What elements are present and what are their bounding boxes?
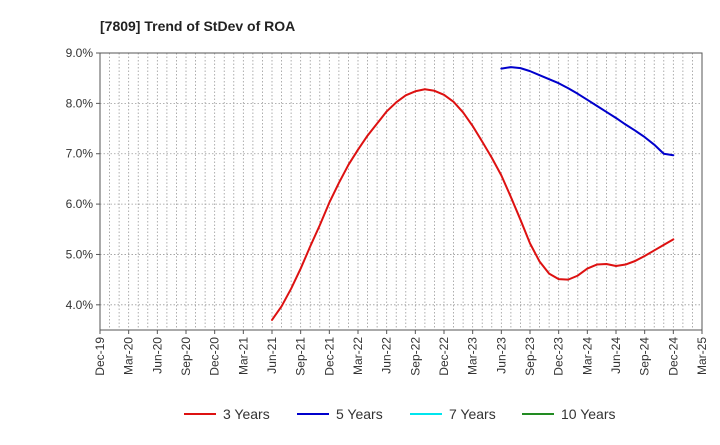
legend-label-7-years: 7 Years — [449, 406, 496, 422]
x-tick-label: Mar-24 — [580, 337, 594, 375]
x-tick-label: Dec-19 — [93, 337, 107, 376]
legend-label-3-years: 3 Years — [223, 406, 270, 422]
x-tick-label: Mar-23 — [466, 337, 480, 375]
legend-label-5-years: 5 Years — [336, 406, 383, 422]
x-tick-label: Jun-21 — [265, 337, 279, 374]
x-tick-label: Sep-22 — [408, 337, 422, 376]
x-tick-label: Dec-21 — [322, 337, 336, 376]
x-tick-label: Sep-24 — [638, 337, 652, 376]
y-tick-label: 4.0% — [66, 298, 94, 312]
x-tick-label: Sep-21 — [294, 337, 308, 376]
x-tick-label: Jun-24 — [609, 337, 623, 374]
plot-area — [100, 53, 702, 330]
y-tick-label: 7.0% — [66, 147, 94, 161]
x-tick-label: Jun-23 — [494, 337, 508, 374]
y-tick-label: 6.0% — [66, 197, 94, 211]
grid-layer — [99, 52, 703, 330]
x-tick-label: Mar-21 — [236, 337, 250, 375]
x-tick-label: Sep-23 — [523, 337, 537, 376]
x-tick-label: Dec-20 — [208, 337, 222, 376]
series-line-5-years — [500, 66, 675, 157]
chart-title: [7809] Trend of StDev of ROA — [100, 18, 295, 34]
axis-layer: 4.0% 5.0% 6.0% 7.0% 8.0% 9.0% Dec-19 Mar-20 Jun-… — [66, 46, 709, 376]
y-tick-label: 9.0% — [66, 46, 94, 60]
x-tick-label: Dec-23 — [552, 337, 566, 376]
x-tick-label: Mar-22 — [351, 337, 365, 375]
x-tick-label: Dec-24 — [666, 337, 680, 376]
legend: 3 Years 5 Years 7 Years 10 Years — [184, 406, 616, 422]
x-tick-label: Mar-25 — [695, 337, 709, 375]
plot-border — [99, 52, 703, 331]
y-tick-label: 8.0% — [66, 96, 94, 110]
x-tick-label: Dec-22 — [437, 337, 451, 376]
x-tick-label: Mar-20 — [122, 337, 136, 375]
series-line-3-years — [271, 88, 675, 321]
x-tick-label: Jun-20 — [150, 337, 164, 374]
x-tick-label: Sep-20 — [179, 337, 193, 376]
x-tick-label: Jun-22 — [380, 337, 394, 374]
series-layer — [271, 66, 675, 321]
y-tick-label: 5.0% — [66, 247, 94, 261]
legend-label-10-years: 10 Years — [561, 406, 616, 422]
